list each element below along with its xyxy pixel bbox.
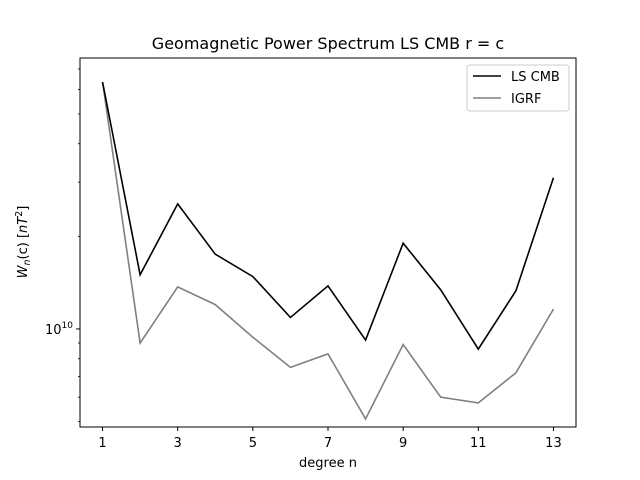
x-tick-label: 11 <box>470 436 487 451</box>
x-tick-label: 7 <box>324 436 332 451</box>
y-label-close: ] <box>16 206 31 211</box>
x-axis-label: degree n <box>299 456 357 471</box>
series-line-0 <box>101 81 555 351</box>
legend: LS CMB IGRF <box>466 64 570 112</box>
legend-label-1: IGRF <box>511 92 541 107</box>
y-axis-label: Wn(c) [nT2] <box>14 206 33 279</box>
x-tick-label: 1 <box>98 436 106 451</box>
x-tick-label: 9 <box>399 436 407 451</box>
y-label-base: W <box>16 264 31 278</box>
y-label-arg: (c) [ <box>16 233 31 260</box>
x-tick-label: 5 <box>249 436 257 451</box>
chart-title: Geomagnetic Power Spectrum LS CMB r = c <box>152 34 504 53</box>
y-label-unit: nT <box>16 216 31 233</box>
x-axis-ticks: 1 3 5 7 9 11 13 <box>98 427 562 451</box>
y-label-exp: 2 <box>14 211 25 217</box>
y-axis-ticks: 1010 <box>45 68 80 422</box>
series-layer <box>101 81 555 421</box>
legend-label-0: LS CMB <box>511 70 560 85</box>
y-label-sub: n <box>22 259 33 265</box>
series-line-1 <box>101 81 555 421</box>
y-tick-label: 1010 <box>45 321 73 338</box>
y-tick-exponent: 10 <box>62 321 74 331</box>
x-tick-label: 13 <box>545 436 562 451</box>
y-tick-base: 10 <box>45 323 62 338</box>
x-tick-label: 3 <box>174 436 182 451</box>
